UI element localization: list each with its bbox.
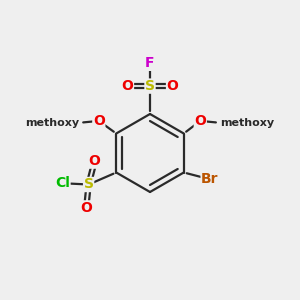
Text: O: O [167,79,178,93]
Text: Cl: Cl [55,176,70,190]
Text: O: O [89,154,100,168]
Text: O: O [122,79,134,93]
Text: S: S [145,79,155,93]
Text: O: O [93,114,105,128]
Text: O: O [80,201,92,215]
Text: F: F [145,56,155,70]
Text: Br: Br [201,172,219,186]
Text: O: O [194,114,206,128]
Text: methoxy: methoxy [220,118,274,128]
Text: S: S [84,178,94,191]
Text: methoxy: methoxy [25,118,79,128]
